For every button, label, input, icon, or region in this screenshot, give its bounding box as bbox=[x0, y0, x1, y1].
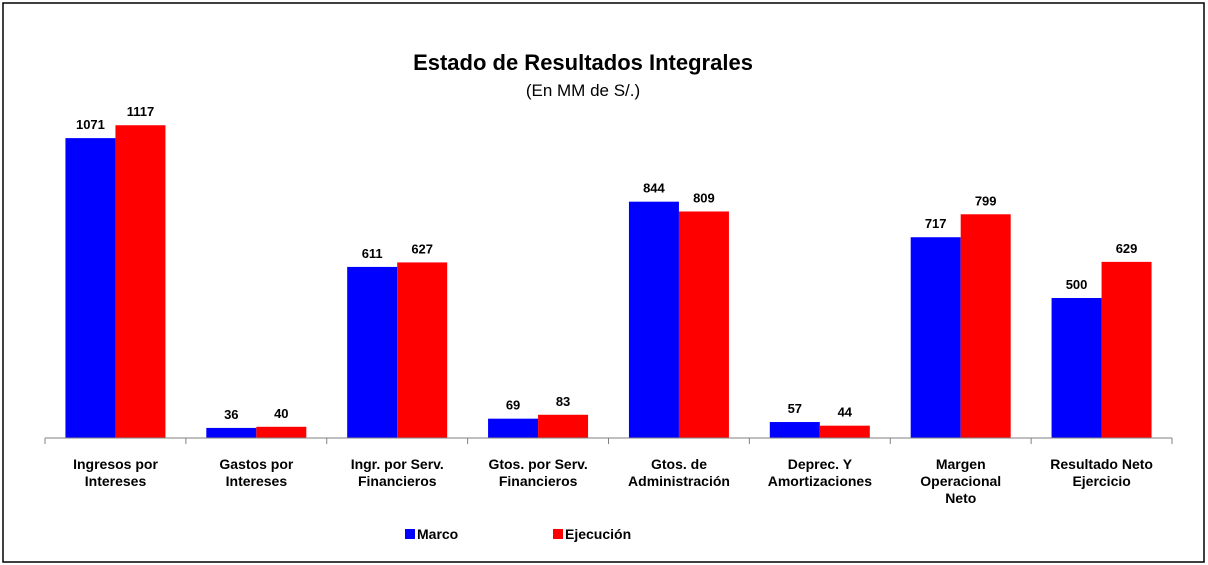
bar bbox=[678, 211, 729, 438]
value-label: 611 bbox=[362, 246, 383, 261]
bar bbox=[488, 418, 539, 438]
x-tick-label: Resultado Neto Ejercicio bbox=[1050, 456, 1153, 489]
chart-subtitle: (En MM de S/.) bbox=[526, 81, 640, 100]
value-label: 500 bbox=[1066, 277, 1088, 292]
value-label: 1117 bbox=[127, 104, 155, 119]
value-label: 799 bbox=[975, 193, 997, 208]
x-tick-label: Gastos por Intereses bbox=[219, 456, 294, 489]
value-label: 44 bbox=[838, 405, 853, 420]
bar bbox=[115, 125, 166, 439]
bar bbox=[910, 237, 961, 438]
x-tick-label: Deprec. Y Amortizaciones bbox=[767, 456, 872, 489]
value-label: 69 bbox=[506, 398, 520, 413]
value-label: 57 bbox=[788, 401, 802, 416]
value-label: 36 bbox=[224, 407, 238, 422]
legend-swatch bbox=[553, 529, 563, 539]
x-tick-label: Ingresos por Intereses bbox=[73, 456, 158, 489]
x-tick-label: Margen Operacional Neto bbox=[920, 456, 1002, 506]
value-label: 627 bbox=[411, 241, 433, 256]
bar bbox=[769, 422, 820, 438]
bar bbox=[819, 425, 870, 438]
bar bbox=[256, 426, 307, 438]
bar bbox=[397, 262, 448, 438]
bar bbox=[347, 266, 398, 438]
bar bbox=[1051, 298, 1102, 438]
value-label: 1071 bbox=[76, 117, 105, 132]
bar bbox=[1101, 261, 1152, 438]
x-tick-label: Gtos. por Serv. Financieros bbox=[488, 456, 588, 489]
value-label: 809 bbox=[693, 190, 715, 205]
legend-label: Ejecución bbox=[565, 526, 631, 542]
bar bbox=[538, 414, 589, 438]
bar bbox=[960, 214, 1011, 438]
chart-title: Estado de Resultados Integrales bbox=[413, 50, 753, 75]
x-tick-label: Gtos. de Administración bbox=[628, 456, 730, 489]
value-label: 717 bbox=[925, 216, 947, 231]
x-tick-label: Ingr. por Serv. Financieros bbox=[350, 456, 444, 489]
bar bbox=[628, 201, 679, 438]
value-label: 83 bbox=[556, 394, 570, 409]
legend-label: Marco bbox=[417, 526, 458, 542]
value-label: 40 bbox=[274, 406, 288, 421]
bar bbox=[65, 138, 116, 438]
legend-swatch bbox=[405, 529, 415, 539]
value-label: 844 bbox=[643, 181, 665, 196]
value-label: 629 bbox=[1116, 241, 1138, 256]
bar bbox=[206, 427, 257, 438]
